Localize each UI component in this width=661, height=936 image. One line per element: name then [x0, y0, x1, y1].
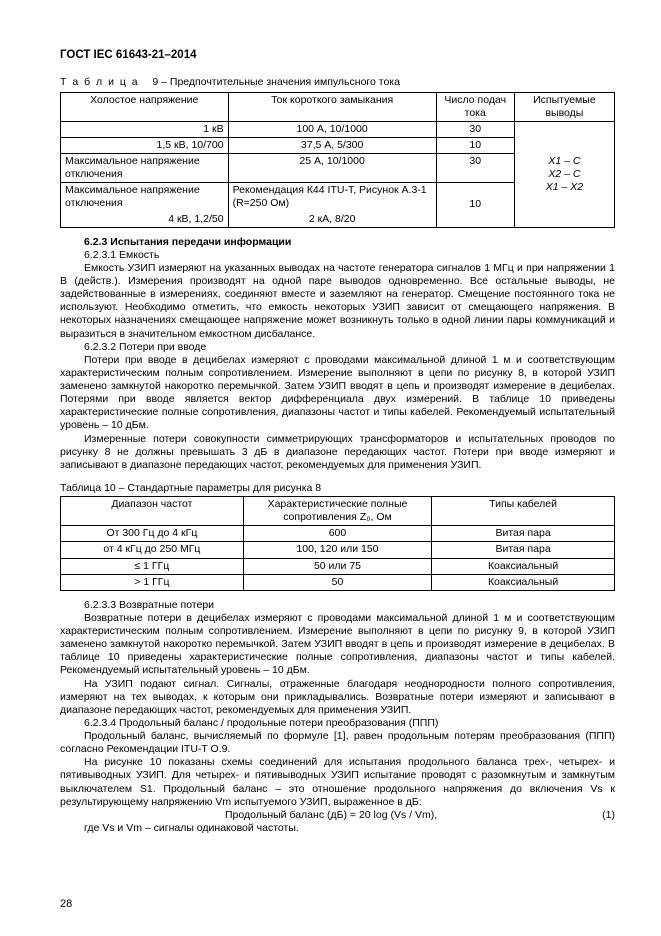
- output-x1c: X1 – C: [519, 155, 610, 168]
- output-x2c: X2 – C: [519, 168, 610, 181]
- td: 100, 120 или 150: [243, 542, 431, 558]
- td: 1,5 кВ, 10/700: [61, 137, 229, 153]
- td: 10: [436, 183, 514, 227]
- td-outputs: X1 – C X2 – C X1 – X2: [514, 121, 614, 227]
- th-cable: Типы кабелей: [432, 497, 615, 526]
- table9-caption-label: Т а б л и ц а: [60, 76, 139, 88]
- td: От 300 Гц до 4 кГц: [61, 526, 244, 542]
- formula-line: (1) Продольный баланс (дБ) = 20 log (Vs …: [60, 809, 615, 822]
- td: Рекомендация К44 ITU-T, Рисунок А.3-1 (R…: [228, 183, 436, 212]
- table-row: 1 кВ 100 А, 10/1000 30 X1 – C X2 – C X1 …: [61, 121, 615, 137]
- td: 50 или 75: [243, 558, 431, 574]
- td: 1 кВ: [61, 121, 229, 137]
- td: Коаксиальный: [432, 558, 615, 574]
- section-6.2.3.2-title: 6.2.3.2 Потери при вводе: [60, 341, 615, 354]
- td: 4 кВ, 1,2/50: [61, 212, 229, 228]
- th-voltage: Холостое напряжение: [61, 92, 229, 121]
- section-6.2.3.4-p2: На рисунке 10 показаны схемы соединений …: [60, 756, 615, 809]
- td: ≤ 1 ГГц: [61, 558, 244, 574]
- td: 10: [436, 137, 514, 153]
- td: 25 А, 10/1000: [228, 154, 436, 183]
- td: Максимальное напряжение отключения: [61, 154, 229, 183]
- table-row: Диапазон частот Характеристические полны…: [61, 497, 615, 526]
- th-current: Ток короткого замыкания: [228, 92, 436, 121]
- section-6.2.3.4-p1: Продольный баланс, вычисляемый по формул…: [60, 730, 615, 756]
- td: 100 А, 10/1000: [228, 121, 436, 137]
- document-header: ГОСТ IEC 61643-21–2014: [60, 48, 615, 62]
- section-6.2.3-title: 6.2.3 Испытания передачи информации: [60, 236, 615, 249]
- section-6.2.3.1-title: 6.2.3.1 Емкость: [60, 249, 615, 262]
- td: 50: [243, 574, 431, 590]
- formula: Продольный баланс (дБ) = 20 log (Vs / Vm…: [60, 809, 615, 822]
- td: 37,5 А, 5/300: [228, 137, 436, 153]
- td: 30: [436, 154, 514, 183]
- td: > 1 ГГц: [61, 574, 244, 590]
- section-6.2.3.4-title: 6.2.3.4 Продольный баланс / продольные п…: [60, 717, 615, 730]
- section-6.2.3.2-p1: Потери при вводе в децибелах измеряют с …: [60, 354, 615, 433]
- table-row: Холостое напряжение Ток короткого замыка…: [61, 92, 615, 121]
- td: от 4 кГц до 250 МГц: [61, 542, 244, 558]
- section-6.2.3.2-p2: Измеренные потери совокупности симметрир…: [60, 433, 615, 472]
- td: Максимальное напряжение отключения: [61, 183, 229, 212]
- table-row: ≤ 1 ГГц 50 или 75 Коаксиальный: [61, 558, 615, 574]
- page-number: 28: [60, 898, 72, 912]
- td: Коаксиальный: [432, 574, 615, 590]
- td: 2 кА, 8/20: [228, 212, 436, 228]
- table-row: > 1 ГГц 50 Коаксиальный: [61, 574, 615, 590]
- table-row: от 4 кГц до 250 МГц 100, 120 или 150 Вит…: [61, 542, 615, 558]
- table10-caption: Таблица 10 – Стандартные параметры для р…: [60, 482, 615, 495]
- equation-number: (1): [602, 809, 615, 822]
- output-x1x2: X1 – X2: [519, 181, 610, 194]
- table9: Холостое напряжение Ток короткого замыка…: [60, 92, 615, 228]
- section-6.2.3.1-p1: Емкость УЗИП измеряют на указанных вывод…: [60, 262, 615, 341]
- section-6.2.3.3-p1: Возвратные потери в децибелах измеряют с…: [60, 612, 615, 678]
- table-row: От 300 Гц до 4 кГц 600 Витая пара: [61, 526, 615, 542]
- th-impedance: Характеристические полные сопротивления …: [243, 497, 431, 526]
- th-outputs: Испытуемые выводы: [514, 92, 614, 121]
- td: 30: [436, 121, 514, 137]
- th-count: Число подач тока: [436, 92, 514, 121]
- section-6.2.3.3-p2: На УЗИП подают сигнал. Сигналы, отраженн…: [60, 678, 615, 717]
- table10: Диапазон частот Характеристические полны…: [60, 496, 615, 591]
- page: ГОСТ IEC 61643-21–2014 Т а б л и ц а 9 –…: [0, 0, 661, 936]
- td: Витая пара: [432, 542, 615, 558]
- table9-caption: Т а б л и ц а 9 – Предпочтительные значе…: [60, 76, 615, 89]
- td: Витая пара: [432, 526, 615, 542]
- td: 600: [243, 526, 431, 542]
- section-6.2.3.3-title: 6.2.3.3 Возвратные потери: [60, 599, 615, 612]
- th-range: Диапазон частот: [61, 497, 244, 526]
- table9-caption-rest: 9 – Предпочтительные значения импульсног…: [152, 76, 400, 88]
- formula-note: где Vs и Vm – сигналы одинаковой частоты…: [60, 822, 615, 835]
